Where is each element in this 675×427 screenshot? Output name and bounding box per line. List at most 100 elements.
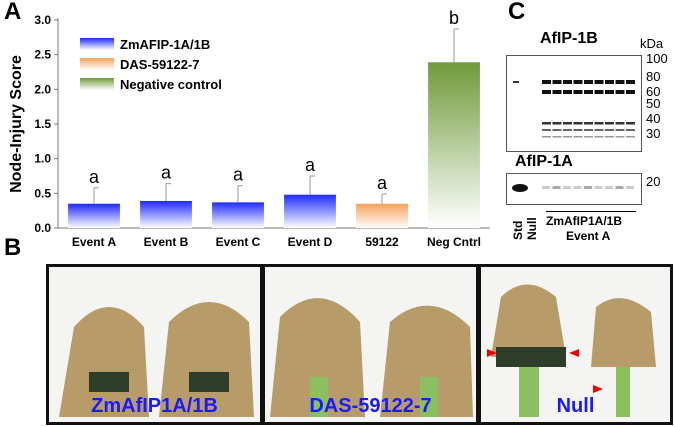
blot-band [552,186,561,189]
bar [356,203,408,228]
significance-letter: a [89,167,100,187]
x-tick-label: Neg Cntrl [427,235,481,249]
significance-letter: a [233,165,244,185]
mw-marker-30: 30 [646,126,661,141]
blot-band [615,136,625,138]
kda-label: kDa [640,36,664,51]
blot-band [594,122,604,125]
root-image-das [270,298,473,417]
y-tick-label: 2.0 [34,82,51,96]
blot-band [552,122,562,125]
y-tick-label: 0.5 [34,186,51,200]
blot-title-afip-1a: AfIP-1A [515,153,573,170]
blot-band [605,136,614,138]
bar [68,203,120,228]
blot-band [552,90,562,94]
bar [428,62,480,228]
mw-marker-20: 20 [646,174,661,189]
blot-band [552,136,562,138]
blot-title-afip-1b: AfIP-1B [540,30,598,47]
mw-marker-50: 50 [646,96,661,111]
blot-band [573,129,583,131]
blot-band [584,136,593,138]
significance-letter: a [377,173,388,193]
blot-band [594,90,604,94]
blot-band [584,80,593,84]
y-tick-label: 2.5 [34,48,51,62]
blot-band [542,80,551,84]
blot-band [605,90,614,94]
blot-afip-1b [506,55,642,152]
blot-band [605,122,614,125]
legend-swatch [80,58,114,70]
legend-entry: DAS-59122-7 [120,57,200,72]
y-tick-label: 1.5 [34,117,51,131]
blot-band [626,129,635,131]
blot-band [626,90,635,94]
blot-band [584,129,593,131]
legend-entry: Negative control [120,77,222,92]
bar [140,200,192,228]
blot-band [542,90,551,94]
significance-letter: a [305,155,316,175]
lane-group-bracket [546,211,636,212]
node-injury-bar-chart: 0.0 0.5 1.0 1.5 2.0 2.5 3.0 Node-Injury Score a E… [8,8,490,249]
blot-1a-bands [512,184,634,192]
photo-label-das: DAS-59122-7 [309,395,432,417]
x-tick-label: Event C [216,235,261,249]
blot-band [615,90,625,94]
blot-band [584,186,592,189]
photo-label-zmafip: ZmAfIP1A/1B [91,395,218,417]
blot-band [584,90,593,94]
root-photo-zmafip: ZmAfIP1A/1B [46,264,263,425]
significance-letter: b [449,8,459,28]
blot-band [573,136,583,138]
blot-band [626,122,635,125]
blot-band [594,129,604,131]
blot-band [615,129,625,131]
mw-marker-100: 100 [646,51,668,66]
mw-marker-80: 80 [646,69,661,84]
blot-band [573,90,583,94]
y-tick-label: 1.0 [34,152,51,166]
blot-band [615,80,625,84]
root-image-zmafip [59,302,254,417]
blot-band [563,80,572,84]
bar [212,202,264,228]
blot-band [594,136,604,138]
x-tick-label: Event A [72,235,117,249]
x-tick-label: 59122 [365,235,399,249]
blot-band [552,80,562,84]
lane-label-std: Std [511,220,525,240]
bar [284,194,336,228]
blot-band [542,122,551,125]
legend-entry: ZmAFIP-1A/1B [120,37,210,52]
blot-band [584,122,593,125]
blot-band [615,186,624,189]
blot-band [563,129,572,131]
legend-swatch [80,78,114,90]
blot-band [626,80,635,84]
root-photo-null: Null [478,264,673,425]
panel-letter-c: C [508,0,526,25]
blot-band [563,122,572,125]
blot-band [626,186,634,189]
significance-letter: a [161,163,172,183]
blot-band [626,136,635,138]
y-axis-label: Node-Injury Score [8,55,25,193]
x-tick-label: Event D [288,235,333,249]
lane-group-label: ZmAfIP1A/1B [546,214,623,228]
lane-label-null: Null [525,217,539,240]
blot-band [563,136,572,138]
blot-band [542,136,551,138]
blot-band [594,186,603,189]
blot-band [552,129,562,131]
blot-band [605,80,614,84]
blot-band [615,122,625,125]
panel-letter-b: B [4,234,22,261]
event-label: Event A [566,229,611,243]
blot-band [542,129,551,131]
blot-band [605,186,613,189]
root-photo-das: DAS-59122-7 [262,264,479,425]
legend-swatch [80,38,114,50]
